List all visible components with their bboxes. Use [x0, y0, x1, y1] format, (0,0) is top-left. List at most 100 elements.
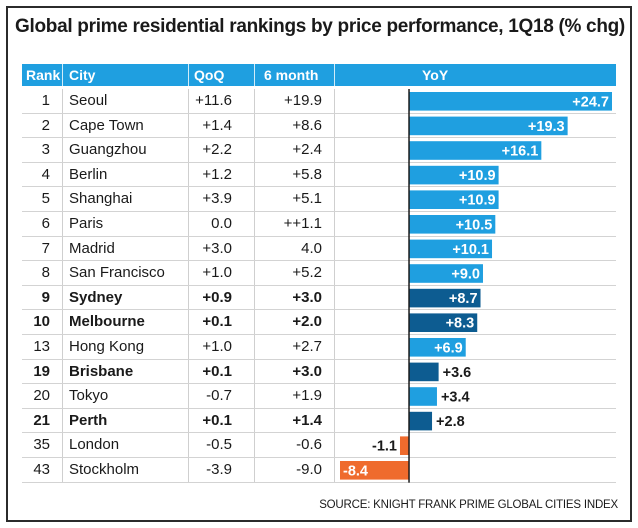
six-month-cell: +3.0 — [292, 362, 322, 380]
table-row: 4 Berlin +1.2 +5.8 — [22, 163, 616, 188]
rank-cell: 20 — [33, 387, 50, 405]
table-row: 6 Paris 0.0 ++1.1 — [22, 212, 616, 237]
city-cell: Tokyo — [69, 387, 109, 405]
rank-cell: 13 — [33, 338, 50, 355]
header-rank: Rank — [26, 67, 61, 83]
bar-label: +16.1 — [502, 144, 539, 160]
bar-label: +10.9 — [459, 193, 496, 209]
table-row: 35 London -0.5 -0.6 — [22, 433, 616, 458]
six-month-cell: -9.0 — [296, 461, 322, 478]
six-month-cell: 4.0 — [301, 239, 322, 257]
table-header: Rank City QoQ 6 month YoY — [22, 64, 616, 86]
rank-cell: 3 — [41, 141, 50, 159]
bar-hong-kong — [409, 338, 466, 357]
six-month-cell: +1.9 — [292, 387, 322, 405]
header-six-month: 6 month — [264, 67, 319, 83]
table-row: 3 Guangzhou +2.2 +2.4 — [22, 138, 616, 163]
rank-cell: 8 — [41, 264, 50, 282]
qoq-cell: +0.9 — [202, 288, 232, 306]
qoq-cell: +0.1 — [202, 313, 232, 331]
rank-cell: 9 — [41, 288, 50, 306]
rank-cell: 35 — [33, 436, 50, 454]
bar-label: +9.0 — [451, 267, 480, 283]
column-divider — [254, 89, 255, 483]
bar-label: +8.3 — [446, 316, 475, 332]
bar-shanghai — [409, 190, 499, 209]
six-month-cell: +2.4 — [292, 141, 322, 159]
six-month-cell: +3.0 — [292, 288, 322, 306]
bar-stockholm — [340, 461, 410, 480]
bar-berlin — [409, 165, 499, 185]
city-cell: Hong Kong — [69, 338, 145, 355]
qoq-cell: +1.0 — [202, 338, 232, 355]
qoq-cell: -3.9 — [206, 461, 232, 478]
header-qoq: QoQ — [194, 67, 225, 83]
city-cell: Cape Town — [69, 116, 144, 134]
table-row: 9 Sydney +0.9 +3.0 — [22, 286, 616, 311]
qoq-cell: +3.9 — [202, 190, 232, 208]
source-note: SOURCE: KNIGHT FRANK PRIME GLOBAL CITIES… — [319, 499, 618, 511]
bar-label: +6.9 — [434, 340, 463, 356]
bar-perth — [409, 411, 433, 431]
six-month-cell: +1.4 — [292, 411, 322, 429]
bar-guangzhou — [409, 141, 542, 160]
table-row: 13 Hong Kong +1.0 +2.7 — [22, 335, 616, 360]
yoy-bar-chart: +24.7 +19.3 +16.1 +10.9 +10.9 +10.5 +10.1 +9.0 +… — [340, 89, 612, 483]
city-cell: Shanghai — [69, 190, 133, 208]
rank-cell: 19 — [33, 362, 50, 380]
bar-label: +10.9 — [459, 168, 496, 184]
city-cell: Berlin — [69, 165, 108, 183]
qoq-cell: +3.0 — [202, 239, 232, 257]
city-cell: Brisbane — [69, 362, 134, 380]
bar-label: +24.7 — [572, 94, 609, 110]
header-city: City — [69, 67, 96, 83]
table-row: 20 Tokyo -0.7 +1.9 — [22, 384, 616, 409]
chart-frame — [6, 6, 632, 522]
qoq-cell: +0.1 — [202, 411, 232, 429]
bar-tokyo — [409, 387, 437, 406]
bar-sydney — [409, 288, 481, 308]
city-cell: Melbourne — [69, 313, 145, 331]
bar-london — [399, 436, 410, 455]
qoq-cell: -0.7 — [206, 387, 232, 405]
bar-label: +3.6 — [443, 365, 472, 381]
rank-cell: 5 — [41, 190, 50, 208]
column-divider — [62, 89, 63, 483]
city-cell: Perth — [69, 411, 108, 429]
bar-cape-town — [409, 116, 568, 136]
six-month-cell: +19.9 — [284, 92, 322, 109]
header-divider — [62, 64, 63, 86]
six-month-cell: +2.7 — [292, 338, 322, 355]
table-row: 5 Shanghai +3.9 +5.1 — [22, 187, 616, 212]
header-divider — [254, 64, 255, 86]
column-divider — [334, 89, 335, 483]
rank-cell: 21 — [33, 411, 50, 429]
table-row: 1 Seoul +11.6 +19.9 — [22, 89, 616, 114]
rank-cell: 4 — [41, 165, 50, 183]
bar-label: +10.1 — [452, 242, 489, 258]
qoq-cell: +1.2 — [202, 165, 232, 183]
bar-paris — [409, 215, 496, 234]
bar-brisbane — [409, 362, 439, 382]
bar-label: +19.3 — [528, 119, 565, 135]
bar-san-francisco — [409, 264, 483, 283]
table-row: 19 Brisbane +0.1 +3.0 — [22, 360, 616, 385]
six-month-cell: +5.2 — [292, 264, 322, 282]
column-divider — [188, 89, 189, 483]
bar-label: +3.4 — [441, 390, 470, 406]
header-divider — [334, 64, 335, 86]
header-divider — [188, 64, 189, 86]
six-month-cell: -0.6 — [296, 436, 322, 454]
six-month-cell: +5.1 — [292, 190, 322, 208]
rank-cell: 1 — [41, 92, 50, 109]
table-row: 7 Madrid +3.0 4.0 — [22, 237, 616, 262]
bar-label: -8.4 — [343, 463, 368, 479]
table-row: 8 San Francisco +1.0 +5.2 — [22, 261, 616, 286]
rank-cell: 2 — [41, 116, 50, 134]
city-cell: Stockholm — [69, 461, 140, 478]
city-cell: Madrid — [69, 239, 115, 257]
city-cell: San Francisco — [69, 264, 165, 282]
qoq-cell: +1.0 — [202, 264, 232, 282]
rank-cell: 10 — [33, 313, 50, 331]
bar-melbourne — [409, 313, 478, 332]
